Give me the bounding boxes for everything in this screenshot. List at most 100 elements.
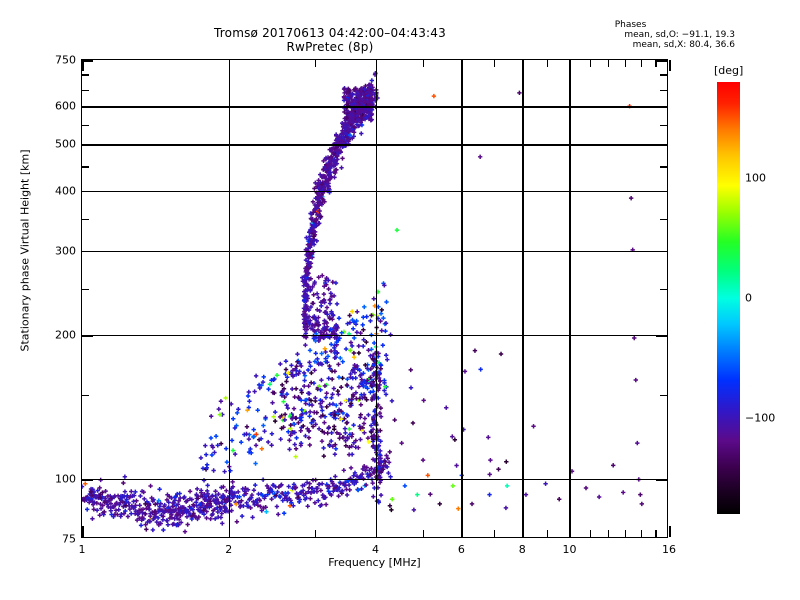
y-tick-label: 600 bbox=[55, 99, 76, 113]
gridline-horizontal bbox=[82, 190, 667, 193]
y-tick bbox=[82, 218, 89, 220]
y-tick bbox=[82, 166, 89, 168]
y-tick bbox=[82, 250, 93, 253]
y-tick bbox=[656, 144, 667, 146]
x-tick bbox=[569, 60, 572, 71]
x-tick bbox=[608, 530, 610, 537]
x-tick bbox=[669, 526, 671, 537]
x-tick bbox=[589, 60, 591, 67]
x-tick bbox=[422, 60, 425, 67]
x-tick bbox=[422, 530, 425, 537]
gridline-horizontal bbox=[82, 334, 667, 337]
x-tick-label: 10 bbox=[562, 543, 577, 556]
statistics-o-mode: mean, sd,O: −91.1, 19.3 bbox=[624, 30, 735, 40]
x-tick-label: 6 bbox=[457, 543, 465, 556]
x-axis-title: Frequency [MHz] bbox=[328, 556, 421, 569]
y-tick bbox=[82, 144, 93, 146]
y-tick bbox=[82, 190, 93, 193]
x-tick-label: 16 bbox=[662, 543, 676, 556]
colorbar-tick-label: 0 bbox=[745, 291, 752, 305]
x-tick-label: 8 bbox=[518, 543, 526, 556]
y-tick bbox=[660, 166, 667, 168]
x-tick bbox=[589, 530, 591, 537]
y-tick bbox=[660, 89, 667, 92]
gridline-vertical bbox=[461, 60, 463, 537]
statistics-heading: Phases bbox=[614, 20, 647, 30]
x-tick bbox=[522, 526, 524, 537]
y-tick-label: 750 bbox=[55, 53, 76, 67]
y-tick-label: 75 bbox=[62, 532, 76, 546]
x-tick bbox=[608, 60, 610, 67]
figure-title: Tromsø 20170613 04:42:00–04:43:43 RwPret… bbox=[140, 26, 520, 54]
y-tick bbox=[82, 89, 89, 92]
statistics-x-mode: mean, sd,X: 80.4, 36.6 bbox=[632, 40, 735, 50]
y-tick-label: 300 bbox=[55, 244, 76, 258]
phase-statistics: Phases mean, sd,O: −91.1, 19.3 mean, sd,… bbox=[560, 20, 735, 50]
x-tick bbox=[669, 60, 671, 71]
y-tick bbox=[82, 479, 93, 481]
y-tick-label: 100 bbox=[55, 472, 76, 486]
plot-area: 100 200 300 400 500 600 750 75 1 2 4 6 8 10 16 bbox=[55, 54, 676, 557]
y-axis-title: Stationary phase Virtual Height [km] bbox=[18, 149, 32, 352]
y-tick bbox=[656, 60, 667, 62]
x-tick bbox=[461, 526, 463, 537]
gridline-horizontal bbox=[82, 106, 667, 108]
x-tick-label: 2 bbox=[225, 543, 233, 556]
y-tick-label: 500 bbox=[55, 137, 76, 151]
x-tick bbox=[228, 526, 231, 537]
y-tick bbox=[656, 479, 667, 481]
y-tick-label: 200 bbox=[55, 328, 76, 342]
gridline-vertical bbox=[228, 60, 231, 537]
y-tick bbox=[656, 334, 667, 337]
y-tick bbox=[82, 124, 89, 126]
x-tick bbox=[314, 60, 316, 67]
colorbar-tick-label: 100 bbox=[745, 171, 766, 185]
x-tick bbox=[625, 530, 627, 537]
gridline-horizontal bbox=[82, 250, 667, 252]
x-tick bbox=[547, 530, 549, 537]
gridline-vertical bbox=[375, 60, 377, 537]
x-tick bbox=[640, 530, 643, 537]
y-tick bbox=[82, 60, 93, 62]
gridline-horizontal bbox=[82, 479, 667, 481]
colorbar-unit-label: [deg] bbox=[714, 64, 744, 77]
y-tick bbox=[660, 394, 667, 397]
y-tick bbox=[656, 250, 667, 253]
y-tick bbox=[660, 288, 667, 290]
x-tick bbox=[640, 60, 643, 67]
y-tick bbox=[82, 288, 89, 290]
y-tick bbox=[82, 334, 93, 337]
scatter-points-layer bbox=[82, 71, 645, 534]
x-tick bbox=[522, 60, 524, 71]
title-line-1: Tromsø 20170613 04:42:00–04:43:43 bbox=[214, 26, 446, 40]
y-tick bbox=[660, 218, 667, 220]
x-tick bbox=[228, 60, 231, 71]
x-tick bbox=[655, 60, 657, 67]
colorbar-gradient bbox=[717, 82, 740, 514]
y-tick bbox=[656, 190, 667, 193]
y-tick bbox=[656, 106, 667, 108]
x-tick bbox=[625, 60, 627, 67]
gridline-horizontal bbox=[82, 144, 667, 146]
x-tick bbox=[655, 530, 657, 537]
gridline-vertical bbox=[569, 60, 571, 537]
x-tick bbox=[375, 526, 378, 537]
x-tick bbox=[461, 60, 463, 71]
y-tick bbox=[660, 124, 667, 126]
gridline-vertical bbox=[522, 60, 524, 537]
x-tick bbox=[569, 526, 572, 537]
x-tick-label: 4 bbox=[372, 543, 379, 556]
y-tick bbox=[82, 106, 93, 108]
x-tick bbox=[547, 60, 549, 67]
x-tick bbox=[82, 60, 84, 71]
y-tick bbox=[660, 74, 667, 76]
colorbar-tick-label: −100 bbox=[745, 411, 776, 425]
x-tick bbox=[493, 60, 496, 67]
x-tick bbox=[314, 530, 316, 537]
x-tick bbox=[375, 60, 378, 71]
x-tick bbox=[82, 526, 84, 537]
y-tick bbox=[82, 394, 89, 397]
x-tick bbox=[493, 530, 496, 537]
title-line-2: RwPretec (8p) bbox=[286, 40, 374, 54]
